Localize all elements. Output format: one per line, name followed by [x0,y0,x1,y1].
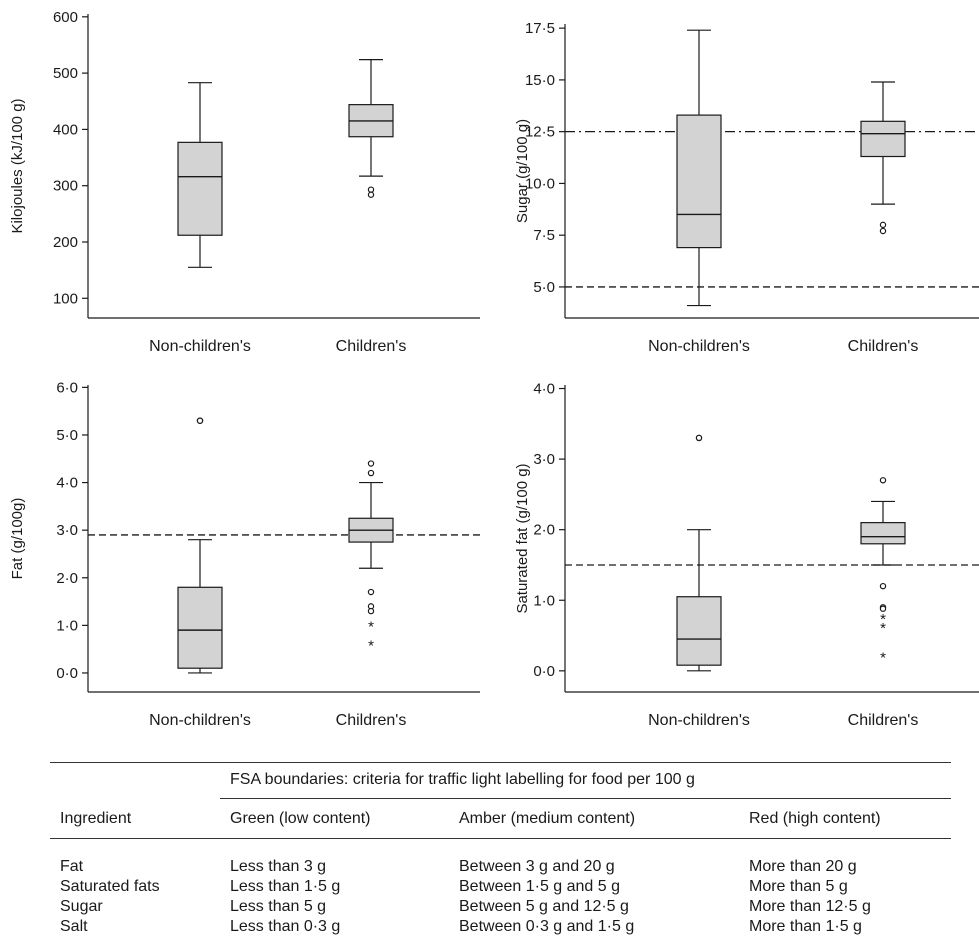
table-cell: Fat [60,858,84,875]
table-cell: Saturated fats [60,878,160,895]
y-tick-label: 2·0 [56,570,78,587]
y-tick-label: 5·0 [56,427,78,444]
y-tick-label: 500 [53,65,78,82]
iqr-box [676,114,722,249]
table-cell: Between 5 g and 12·5 g [459,898,629,915]
table-cell: Less than 1·5 g [230,878,341,895]
table-cell: Less than 5 g [230,898,327,915]
y-tick-label: 0·0 [533,663,555,680]
category-label: Non-children's [648,712,750,729]
y-tick-label: 100 [53,290,78,307]
y-tick-label: 4·0 [533,381,555,398]
table-header-rule [50,838,951,839]
iqr-box [177,141,223,236]
outlier-point [367,191,375,198]
table-cell: More than 12·5 g [749,898,871,915]
y-tick-label: 400 [53,121,78,138]
y-tick-label: 1·0 [533,592,555,609]
y-tick-label: 200 [53,234,78,251]
outlier-point [367,186,375,193]
y-axis-title: Saturated fat (g/100 g) [514,463,531,613]
extreme-point: * [880,620,886,637]
category-label: Non-children's [648,338,750,355]
y-tick-label: 17·5 [525,20,555,37]
y-tick-label: 300 [53,178,78,195]
y-tick-label: 5·0 [533,279,555,296]
iqr-box [676,596,722,666]
table-header-ingredient: Ingredient [60,810,132,827]
extreme-point: * [368,637,374,654]
table-header-red: Red (high content) [749,810,881,827]
table-cell: More than 1·5 g [749,918,862,935]
outlier-point [879,477,887,484]
table-cell: Between 0·3 g and 1·5 g [459,918,635,935]
iqr-box [860,522,906,545]
table-cell: Salt [60,918,88,935]
outlier-point [879,605,887,612]
table-group-rule [220,798,951,799]
outlier-point [367,588,375,596]
y-tick-label: 1·0 [56,617,78,634]
table-cell: More than 5 g [749,878,848,895]
category-label: Non-children's [149,712,251,729]
category-label: Children's [336,338,407,355]
table-header-green: Green (low content) [230,810,371,827]
y-tick-label: 3·0 [56,522,78,539]
outlier-point [879,582,887,590]
extreme-point: * [368,618,374,635]
outlier-point [367,607,375,615]
outlier-point [367,469,375,477]
category-label: Children's [848,338,919,355]
table-cell: Sugar [60,898,103,915]
y-tick-label: 0·0 [56,665,78,682]
y-tick-label: 600 [53,9,78,26]
y-tick-label: 4·0 [56,475,78,492]
extreme-point: * [880,611,886,628]
outlier-point [879,221,887,229]
outlier-point [879,227,887,235]
y-tick-label: 3·0 [533,451,555,468]
y-tick-label: 15·0 [525,72,555,89]
y-tick-label: 10·0 [525,175,555,192]
iqr-box [177,586,223,669]
outlier-point [695,434,703,442]
category-label: Children's [336,712,407,729]
box-plot-figure: 100 200 300 400 500 600 Kilojoules (kJ/100 g) N… [9,9,979,729]
y-tick-label: 7·5 [533,227,555,244]
y-axis-title: Kilojoules (kJ/100 g) [9,98,26,233]
outlier-point [196,417,204,424]
y-tick-label: 2·0 [533,522,555,539]
category-label: Children's [848,712,919,729]
table-cell: Between 3 g and 20 g [459,858,615,875]
table-cell: Less than 3 g [230,858,327,875]
extreme-point: * [880,650,886,667]
outlier-point [367,460,375,467]
y-axis-title: Sugar (g/100 g) [514,119,531,223]
table-cell: Between 1·5 g and 5 g [459,878,621,895]
y-tick-label: 6·0 [56,379,78,396]
y-axis-title: Fat (g/100g) [9,498,26,580]
table-cell: More than 20 g [749,858,857,875]
category-label: Non-children's [149,338,251,355]
iqr-box [860,120,906,158]
table-header-amber: Amber (medium content) [459,810,636,827]
table-group-header: FSA boundaries: criteria for traffic lig… [230,771,695,788]
table-cell: Less than 0·3 g [230,918,341,935]
table-top-rule [50,762,951,763]
y-tick-label: 12·5 [525,124,555,141]
